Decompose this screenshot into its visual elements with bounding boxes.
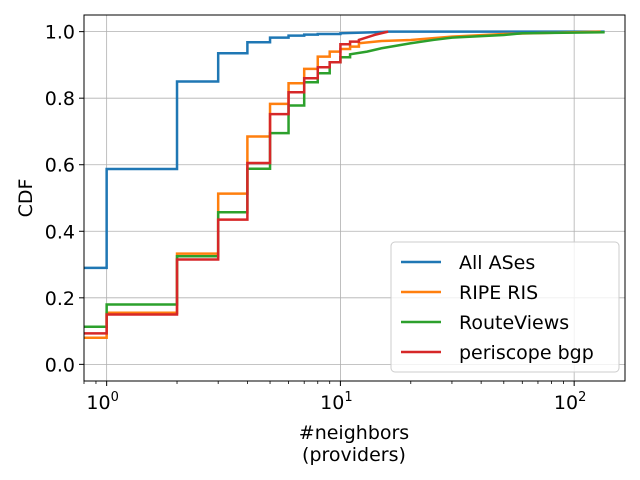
y-axis-label: CDF	[15, 179, 37, 218]
x-tick-base: 10	[320, 392, 344, 414]
x-tick-exponent: 2	[578, 390, 586, 405]
legend-label-ripe-ris: RIPE RIS	[459, 282, 538, 304]
legend-box	[390, 241, 620, 373]
y-tick-label: 0.2	[45, 288, 75, 310]
y-tick-label: 0.6	[45, 155, 75, 177]
legend-label-all-ases: All ASes	[459, 252, 535, 274]
legend: All ASes RIPE RIS RouteViews periscope bgp	[390, 241, 620, 373]
y-tick-label: 0.8	[45, 88, 75, 110]
series-line-all-ases	[84, 30, 605, 270]
y-tick-label: 1.0	[45, 22, 75, 44]
series-line-periscope-bgp	[84, 30, 389, 335]
legend-label-periscope-bgp: periscope bgp	[459, 342, 594, 364]
x-tick-exponent: 0	[111, 390, 119, 405]
x-tick-label: 101	[320, 390, 352, 414]
x-tick-label: 102	[554, 390, 586, 414]
series-layer	[84, 30, 605, 339]
x-tick-base: 10	[554, 392, 578, 414]
grid	[84, 15, 625, 381]
x-axis-label-line2: (providers)	[302, 444, 406, 466]
x-tick-exponent: 1	[344, 390, 352, 405]
series-line-ripe-ris	[84, 30, 601, 339]
legend-label-routeviews: RouteViews	[459, 312, 569, 334]
y-tick-label: 0.0	[45, 354, 75, 376]
plot-frame	[83, 14, 626, 382]
x-tick-label: 100	[86, 390, 118, 414]
y-tick-label: 0.4	[45, 221, 75, 243]
x-axis-label-line1: #neighbors	[299, 422, 409, 444]
x-tick-base: 10	[86, 392, 110, 414]
